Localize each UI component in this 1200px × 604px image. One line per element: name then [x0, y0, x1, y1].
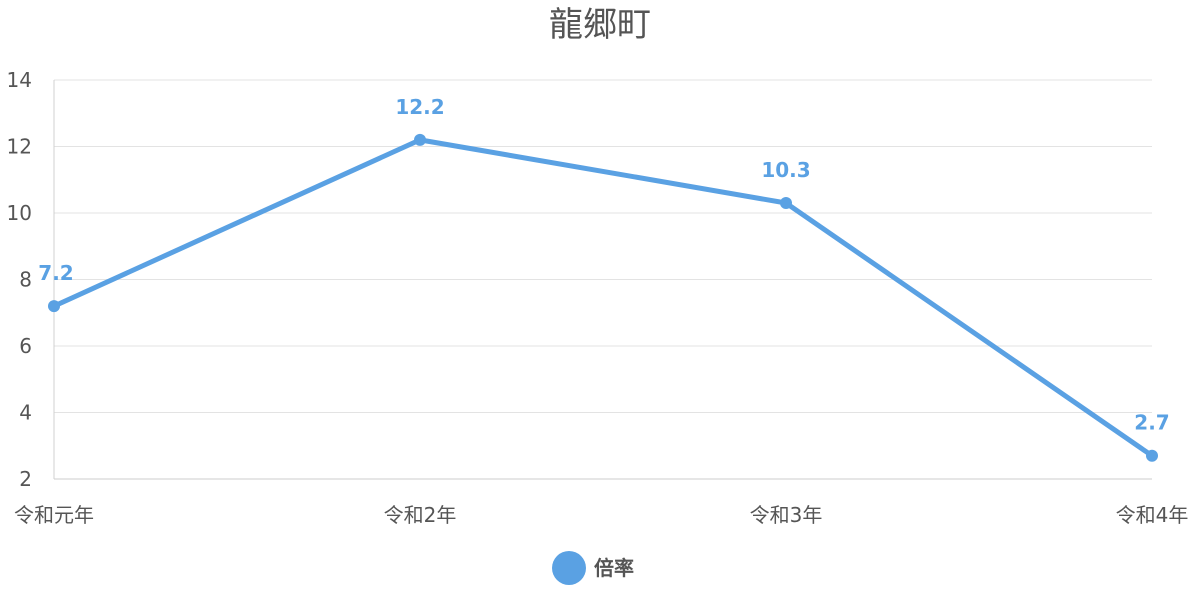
data-label: 2.7 [1134, 411, 1169, 435]
y-tick-label: 10 [7, 201, 32, 225]
x-tick-label: 令和3年 [750, 503, 823, 527]
data-point[interactable] [48, 300, 60, 313]
y-tick-label: 8 [19, 268, 32, 292]
y-tick-label: 6 [19, 334, 32, 358]
series-layer [48, 133, 1158, 462]
data-label: 12.2 [395, 95, 444, 119]
y-tick-label: 4 [19, 401, 32, 425]
x-axis: 令和元年 令和2年 令和3年 令和4年 [14, 503, 1188, 527]
chart-title: 龍郷町 [549, 5, 651, 45]
y-tick-label: 12 [7, 135, 32, 159]
data-label: 7.2 [38, 261, 73, 285]
data-label: 10.3 [761, 158, 810, 182]
y-tick-label: 14 [7, 68, 32, 92]
x-tick-label: 令和元年 [14, 503, 94, 527]
data-point[interactable] [1146, 449, 1158, 462]
y-tick-label: 2 [19, 467, 32, 491]
data-labels: 7.2 12.2 10.3 2.7 [38, 95, 1169, 435]
grid-lines [54, 79, 1152, 480]
legend-label[interactable]: 倍率 [594, 556, 634, 580]
x-tick-label: 令和2年 [384, 503, 457, 527]
x-tick-label: 令和4年 [1116, 503, 1189, 527]
data-point[interactable] [414, 133, 426, 146]
legend[interactable]: 倍率 [552, 551, 634, 585]
legend-marker-icon[interactable] [552, 551, 586, 585]
series-line [51, 137, 1155, 459]
y-axis: 2 4 6 8 10 12 14 [7, 68, 55, 491]
data-point[interactable] [780, 197, 792, 210]
